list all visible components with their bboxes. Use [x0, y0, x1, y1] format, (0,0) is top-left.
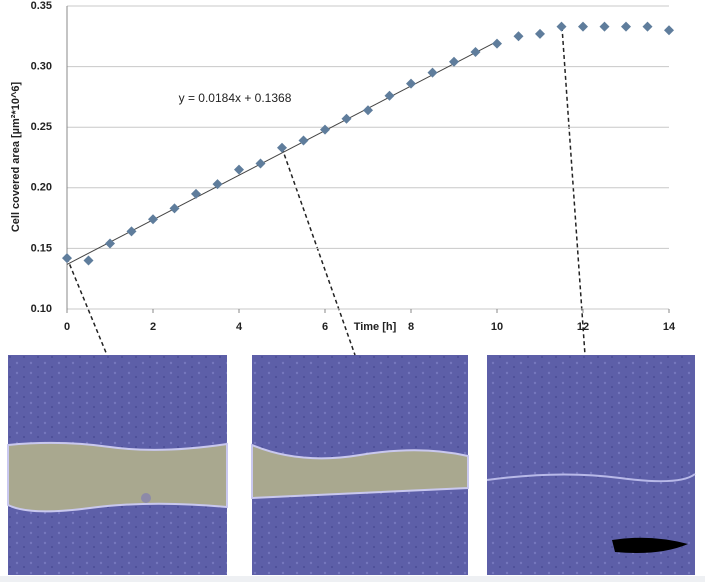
data-point: [664, 25, 674, 36]
y-tick-label: 0.25: [31, 121, 52, 133]
y-tick-label: 0.20: [31, 182, 52, 194]
data-point: [148, 214, 158, 225]
data-point: [599, 21, 610, 32]
trendline: [66, 40, 498, 265]
bottom-strip: [0, 576, 705, 582]
y-tick-label: 0.35: [31, 0, 52, 12]
data-point: [578, 21, 588, 32]
data-point: [363, 105, 373, 116]
y-tick-label: 0.30: [31, 61, 52, 73]
x-tick-label: 6: [322, 321, 328, 333]
data-point: [535, 28, 545, 39]
x-tick-label: 8: [408, 321, 414, 333]
x-tick-label: 2: [150, 321, 156, 333]
data-point: [277, 142, 287, 153]
x-axis-title: Time [h]: [354, 321, 397, 333]
x-tick-label: 12: [577, 321, 589, 333]
data-point: [513, 31, 524, 42]
data-point: [341, 113, 352, 124]
data-point: [449, 56, 459, 67]
data-point: [191, 188, 201, 199]
data-point: [62, 253, 72, 264]
data-point: [298, 135, 309, 146]
micrograph: [251, 355, 469, 575]
x-tick-label: 0: [64, 321, 70, 333]
data-point: [234, 164, 244, 175]
data-point: [83, 255, 94, 266]
y-tick-label: 0.10: [31, 303, 52, 315]
data-point: [470, 47, 481, 58]
data-point: [320, 124, 330, 135]
micrograph: [7, 355, 228, 575]
y-axis-title: Cell covered area [µm²*10^6]: [10, 82, 22, 233]
data-point: [406, 78, 416, 89]
data-point: [105, 238, 115, 249]
data-point: [427, 67, 438, 78]
trendline-equation: y = 0.0184x + 0.1368: [179, 91, 292, 105]
x-tick-label: 4: [236, 321, 243, 333]
data-point: [255, 158, 266, 169]
connector: [66, 26, 586, 356]
data-point: [642, 21, 653, 32]
data-point: [126, 226, 137, 237]
data-point: [384, 90, 395, 101]
data-point: [556, 21, 567, 32]
data-point: [621, 21, 631, 32]
data-point: [169, 203, 180, 214]
data-point: [492, 38, 502, 49]
micrograph: [486, 355, 696, 575]
x-tick-label: 10: [491, 321, 503, 333]
y-tick-label: 0.15: [31, 242, 52, 254]
x-tick-label: 14: [663, 321, 676, 333]
data-point: [212, 179, 223, 190]
